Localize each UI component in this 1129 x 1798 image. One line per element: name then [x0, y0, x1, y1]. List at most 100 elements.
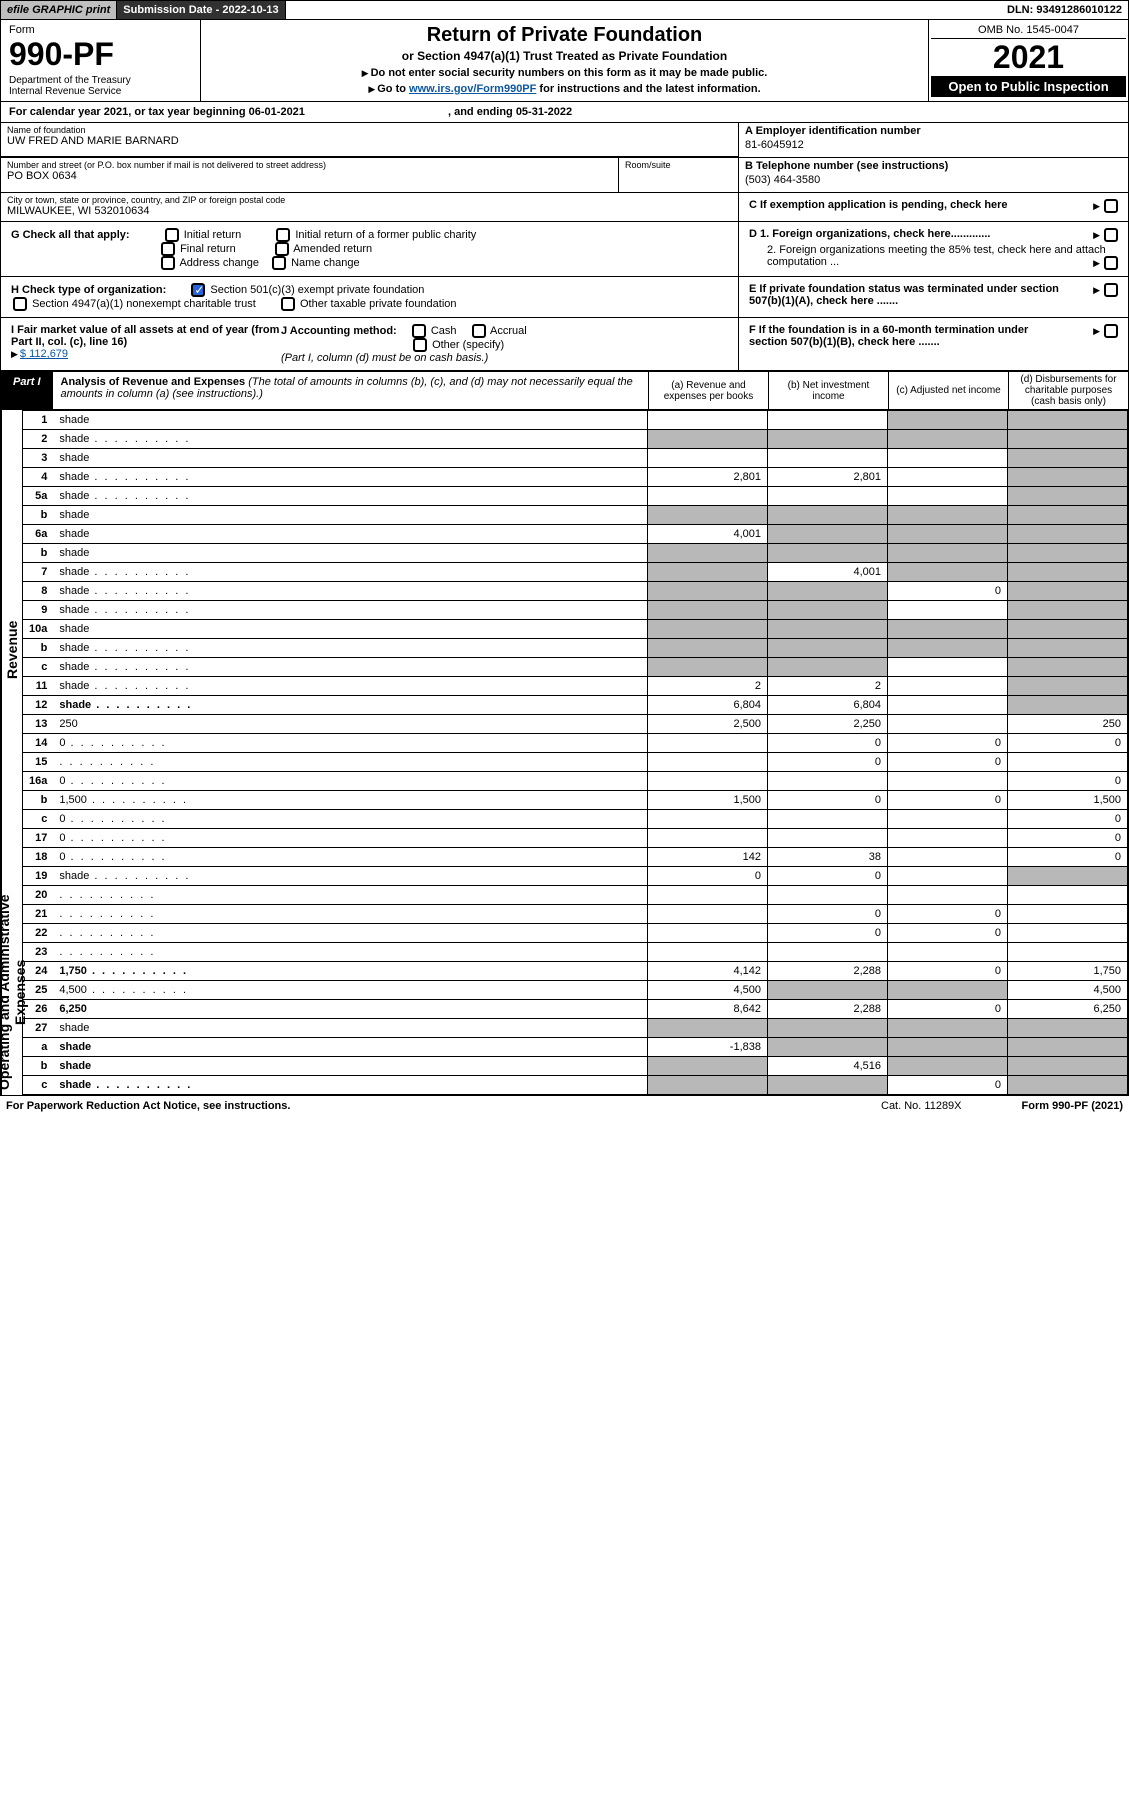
amount-col-d	[1008, 582, 1128, 601]
amount-col-d	[1008, 563, 1128, 582]
chk-final-return[interactable]	[161, 242, 175, 256]
part1-body: Revenue Operating and Administrative Exp…	[0, 410, 1129, 1095]
amount-col-a	[648, 1057, 768, 1076]
chk-d2[interactable]	[1104, 256, 1118, 270]
chk-501c3[interactable]	[191, 283, 205, 297]
line-number: 18	[23, 848, 54, 867]
amount-col-d	[1008, 468, 1128, 487]
table-row: 12shade6,8046,804	[23, 696, 1128, 715]
line-description: shade	[53, 867, 647, 886]
amount-col-b	[768, 430, 888, 449]
section-h: H Check type of organization: Section 50…	[1, 277, 738, 317]
chk-cash[interactable]	[412, 324, 426, 338]
line-number: 1	[23, 411, 54, 430]
line-description: shade	[53, 696, 647, 715]
line-description: 0	[53, 848, 647, 867]
amount-col-b: 2,288	[768, 962, 888, 981]
line-number: c	[23, 658, 54, 677]
table-row: 241,7504,1422,28801,750	[23, 962, 1128, 981]
form-header: Form 990-PF Department of the Treasury I…	[0, 20, 1129, 102]
amount-col-d: 0	[1008, 848, 1128, 867]
line-number: 4	[23, 468, 54, 487]
amount-col-c	[888, 639, 1008, 658]
chk-other-taxable[interactable]	[281, 297, 295, 311]
chk-accrual[interactable]	[472, 324, 486, 338]
amount-col-c	[888, 487, 1008, 506]
form-number-block: Form 990-PF Department of the Treasury I…	[1, 20, 201, 101]
amount-col-c: 0	[888, 582, 1008, 601]
j-note: (Part I, column (d) must be on cash basi…	[281, 352, 488, 364]
line-description: shade	[53, 506, 647, 525]
amount-col-a: 142	[648, 848, 768, 867]
line-description: shade	[53, 601, 647, 620]
calyr-begin: For calendar year 2021, or tax year begi…	[9, 106, 305, 118]
amount-col-b: 2	[768, 677, 888, 696]
addr-value: PO BOX 0634	[1, 170, 618, 186]
amount-col-d	[1008, 753, 1128, 772]
amount-col-a	[648, 829, 768, 848]
form990pf-link[interactable]: www.irs.gov/Form990PF	[409, 83, 536, 95]
amount-col-a: 1,500	[648, 791, 768, 810]
amount-col-b: 0	[768, 734, 888, 753]
chk-amended[interactable]	[275, 242, 289, 256]
table-row: c00	[23, 810, 1128, 829]
chk-initial-return[interactable]	[165, 228, 179, 242]
amount-col-c	[888, 810, 1008, 829]
chk-e[interactable]	[1104, 283, 1118, 297]
amount-col-d: 6,250	[1008, 1000, 1128, 1019]
line-description: shade	[53, 639, 647, 658]
i-value[interactable]: $ 112,679	[20, 348, 68, 360]
e-text: E If private foundation status was termi…	[749, 283, 1059, 307]
chk-f[interactable]	[1104, 324, 1118, 338]
j-accrual: Accrual	[490, 325, 527, 337]
amount-col-c	[888, 772, 1008, 791]
chk-name-change[interactable]	[272, 256, 286, 270]
amount-col-b: 6,804	[768, 696, 888, 715]
year-block: OMB No. 1545-0047 2021 Open to Public In…	[928, 20, 1128, 101]
amount-col-a	[648, 449, 768, 468]
submission-date-label: Submission Date -	[123, 4, 222, 16]
form-title-block: Return of Private Foundation or Section …	[201, 20, 928, 101]
h-label: H Check type of organization:	[11, 284, 166, 296]
part1-table: 1shade2shade3shade4shade2,8012,8015ashad…	[22, 410, 1128, 1095]
amount-col-a	[648, 772, 768, 791]
amount-col-d: 250	[1008, 715, 1128, 734]
amount-col-b	[768, 639, 888, 658]
g-label: G Check all that apply:	[11, 229, 130, 241]
line-description: 0	[53, 734, 647, 753]
line-description: shade	[53, 411, 647, 430]
table-row: 1shade	[23, 411, 1128, 430]
chk-d1[interactable]	[1104, 228, 1118, 242]
table-row: ashade-1,838	[23, 1038, 1128, 1057]
line-number: 9	[23, 601, 54, 620]
amount-col-d: 0	[1008, 772, 1128, 791]
amount-col-b	[768, 506, 888, 525]
amount-col-c	[888, 525, 1008, 544]
checkbox-c[interactable]	[1104, 199, 1118, 213]
amount-col-c: 0	[888, 753, 1008, 772]
line-number: b	[23, 639, 54, 658]
chk-other-method[interactable]	[413, 338, 427, 352]
efile-print-button[interactable]: efile GRAPHIC print	[1, 1, 117, 19]
table-row: 10ashade	[23, 620, 1128, 639]
amount-col-b: 0	[768, 924, 888, 943]
col-d-header: (d) Disbursements for charitable purpose…	[1008, 372, 1128, 409]
amount-col-c	[888, 449, 1008, 468]
amount-col-c: 0	[888, 924, 1008, 943]
line-description	[53, 753, 647, 772]
chk-4947[interactable]	[13, 297, 27, 311]
amount-col-b	[768, 810, 888, 829]
d1-text: D 1. Foreign organizations, check here..…	[749, 228, 990, 240]
amount-col-c	[888, 981, 1008, 1000]
amount-col-d	[1008, 677, 1128, 696]
col-c-header: (c) Adjusted net income	[888, 372, 1008, 409]
j-other: Other (specify)	[432, 339, 504, 351]
line-description: 0	[53, 829, 647, 848]
chk-address-change[interactable]	[161, 256, 175, 270]
amount-col-d	[1008, 601, 1128, 620]
amount-col-b: 0	[768, 867, 888, 886]
amount-col-c	[888, 468, 1008, 487]
table-row: 254,5004,5004,500	[23, 981, 1128, 1000]
chk-initial-former[interactable]	[276, 228, 290, 242]
table-row: 23	[23, 943, 1128, 962]
